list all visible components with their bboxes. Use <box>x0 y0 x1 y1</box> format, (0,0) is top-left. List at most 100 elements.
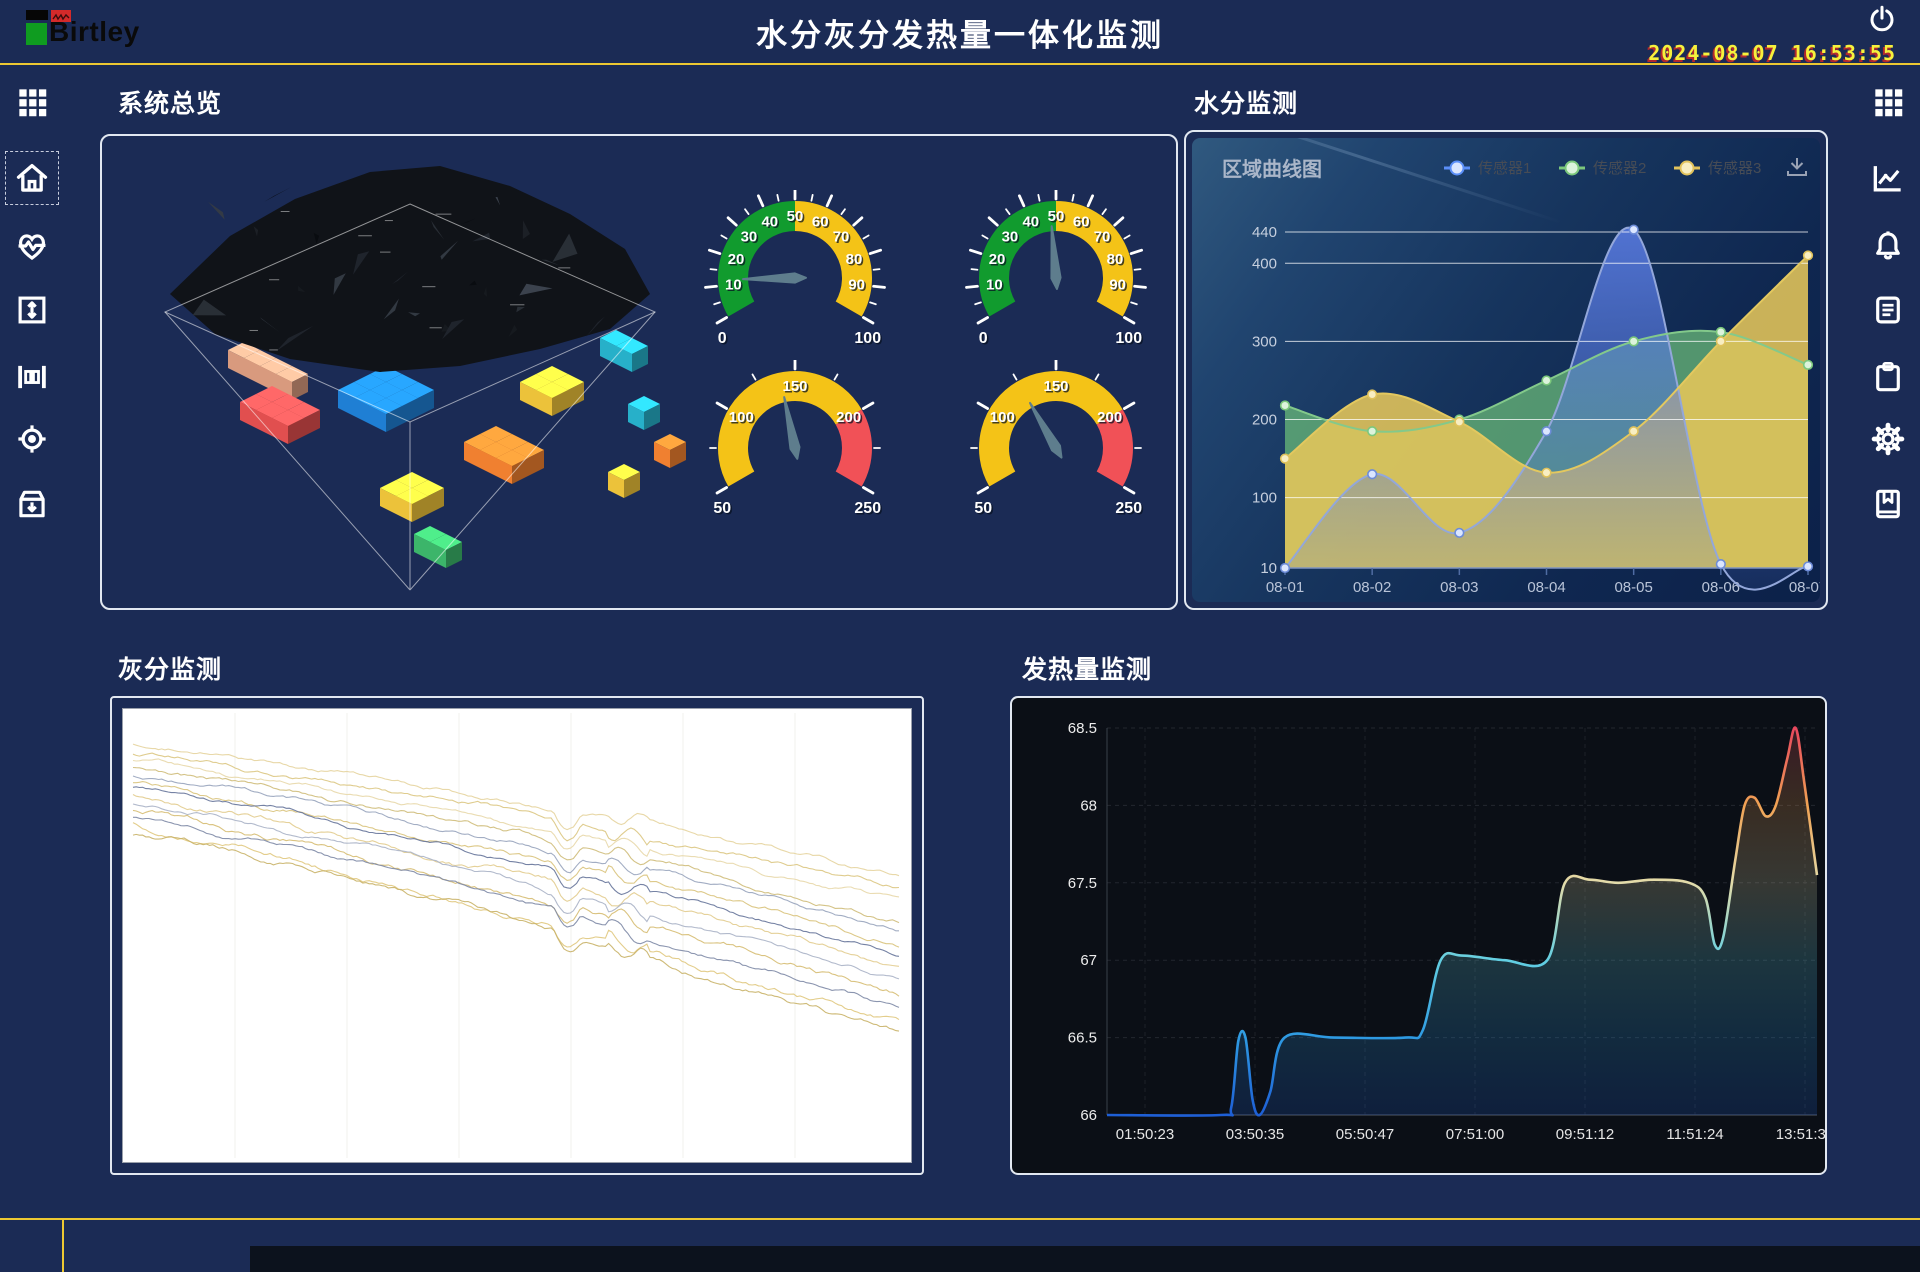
brand-name: Birtley <box>49 16 140 47</box>
svg-text:区域曲线图: 区域曲线图 <box>1222 157 1322 181</box>
svg-text:100: 100 <box>854 330 881 347</box>
moisture-area-chart: 08-01 08-02 08-03 08-04 08-05 08-06 08-07 10 100… <box>1192 138 1820 602</box>
svg-text:50: 50 <box>976 502 994 519</box>
calorific-step-chart: 66 66.5 67 67.5 68 68.5 01:50:23 03:50:35 05:50:… <box>1068 720 1834 1143</box>
svg-text:400: 400 <box>1252 255 1277 272</box>
svg-text:10: 10 <box>727 278 744 295</box>
svg-text:40: 40 <box>761 213 778 230</box>
legend-item-传感器1[interactable]: 传感器1 <box>1444 160 1531 177</box>
coal-3d-view <box>163 166 686 591</box>
right-nav-report[interactable] <box>1868 290 1908 330</box>
svg-text:100: 100 <box>991 411 1016 428</box>
legend-item-传感器3[interactable]: 传感器3 <box>1674 160 1761 177</box>
svg-text:60: 60 <box>813 215 830 232</box>
header-divider <box>0 63 1920 65</box>
left-nav-vertical-range[interactable] <box>12 290 52 330</box>
svg-text:100: 100 <box>990 409 1015 426</box>
svg-text:90: 90 <box>1109 276 1126 293</box>
svg-text:70: 70 <box>1094 229 1111 246</box>
datetime-display: 2024-08-07 16:53:55 <box>1648 41 1896 65</box>
svg-text:40: 40 <box>763 215 780 232</box>
svg-text:100: 100 <box>856 332 883 349</box>
svg-text:11:51:24: 11:51:24 <box>1666 1126 1723 1143</box>
right-nav-gear[interactable] <box>1868 419 1908 459</box>
footer-divider <box>0 1218 1920 1220</box>
svg-text:10: 10 <box>986 276 1003 293</box>
svg-text:80: 80 <box>1107 251 1124 268</box>
svg-text:80: 80 <box>1108 252 1125 269</box>
clipboard-icon <box>1876 361 1900 392</box>
svg-text:68.5: 68.5 <box>1068 720 1097 737</box>
svg-text:100: 100 <box>1117 332 1144 349</box>
svg-text:200: 200 <box>838 411 863 428</box>
bell-icon <box>1876 231 1900 260</box>
svg-text:50: 50 <box>1049 210 1066 227</box>
svg-text:50: 50 <box>713 500 731 517</box>
svg-text:100: 100 <box>730 411 755 428</box>
svg-text:08-01: 08-01 <box>1266 579 1304 596</box>
moisture-panel: 08-01 08-02 08-03 08-04 08-05 08-06 08-07 10 100… <box>1184 130 1828 610</box>
svg-text:30: 30 <box>742 230 759 247</box>
right-nav-clipboard[interactable] <box>1868 357 1908 397</box>
right-nav-bell[interactable] <box>1868 226 1908 266</box>
line-chart-icon <box>1873 166 1901 192</box>
section-title-calorific: 发热量监测 <box>1022 656 1153 684</box>
ash-panel <box>110 696 924 1175</box>
svg-text:100: 100 <box>1252 490 1277 507</box>
svg-text:10: 10 <box>988 278 1005 295</box>
svg-text:200: 200 <box>1252 412 1277 429</box>
svg-text:08-06: 08-06 <box>1702 579 1740 596</box>
svg-text:50: 50 <box>1048 208 1065 225</box>
power-button[interactable] <box>1867 5 1897 35</box>
archive-download-icon <box>19 490 45 518</box>
grid-icon <box>1875 89 1903 117</box>
svg-text:440: 440 <box>1252 224 1277 241</box>
svg-text:40: 40 <box>1024 215 1041 232</box>
right-nav-bookmark[interactable] <box>1868 484 1908 524</box>
svg-text:60: 60 <box>1074 215 1091 232</box>
svg-text:30: 30 <box>1002 229 1019 246</box>
svg-text:66: 66 <box>1080 1107 1097 1124</box>
svg-text:200: 200 <box>1097 409 1122 426</box>
svg-text:66.5: 66.5 <box>1068 1030 1097 1047</box>
svg-text:08-05: 08-05 <box>1614 579 1652 596</box>
left-nav-columns[interactable] <box>12 357 52 397</box>
svg-text:60: 60 <box>812 213 829 230</box>
svg-text:70: 70 <box>834 230 851 247</box>
power-icon <box>1870 5 1894 32</box>
locate-icon <box>18 425 46 453</box>
left-nav-heart-pulse[interactable] <box>12 226 52 266</box>
left-nav-archive-download[interactable] <box>12 484 52 524</box>
svg-text:10: 10 <box>1260 560 1277 577</box>
svg-text:150: 150 <box>784 380 809 397</box>
svg-text:250: 250 <box>1115 500 1142 517</box>
svg-text:20: 20 <box>989 251 1006 268</box>
home-icon <box>16 163 48 192</box>
right-nav-grid[interactable] <box>1868 82 1908 122</box>
legend-item-传感器2[interactable]: 传感器2 <box>1559 160 1646 177</box>
svg-text:200: 200 <box>836 409 861 426</box>
left-nav-home[interactable] <box>5 151 59 205</box>
svg-text:传感器2: 传感器2 <box>1593 160 1646 177</box>
svg-text:80: 80 <box>847 252 864 269</box>
svg-text:08-03: 08-03 <box>1440 579 1478 596</box>
svg-text:10: 10 <box>725 276 742 293</box>
svg-text:250: 250 <box>856 502 883 519</box>
logo-red-block <box>51 10 71 22</box>
svg-text:20: 20 <box>728 251 745 268</box>
svg-text:50: 50 <box>787 208 804 225</box>
svg-text:08-04: 08-04 <box>1527 579 1565 596</box>
svg-text:20: 20 <box>729 252 746 269</box>
svg-text:90: 90 <box>848 276 865 293</box>
svg-text:01:50:23: 01:50:23 <box>1116 1126 1174 1143</box>
svg-text:67: 67 <box>1080 952 1097 969</box>
svg-text:90: 90 <box>850 278 867 295</box>
right-nav-line-chart[interactable] <box>1868 158 1908 198</box>
download-icon[interactable] <box>1787 158 1807 176</box>
left-nav-locate[interactable] <box>12 419 52 459</box>
left-nav-grid[interactable] <box>12 82 52 122</box>
